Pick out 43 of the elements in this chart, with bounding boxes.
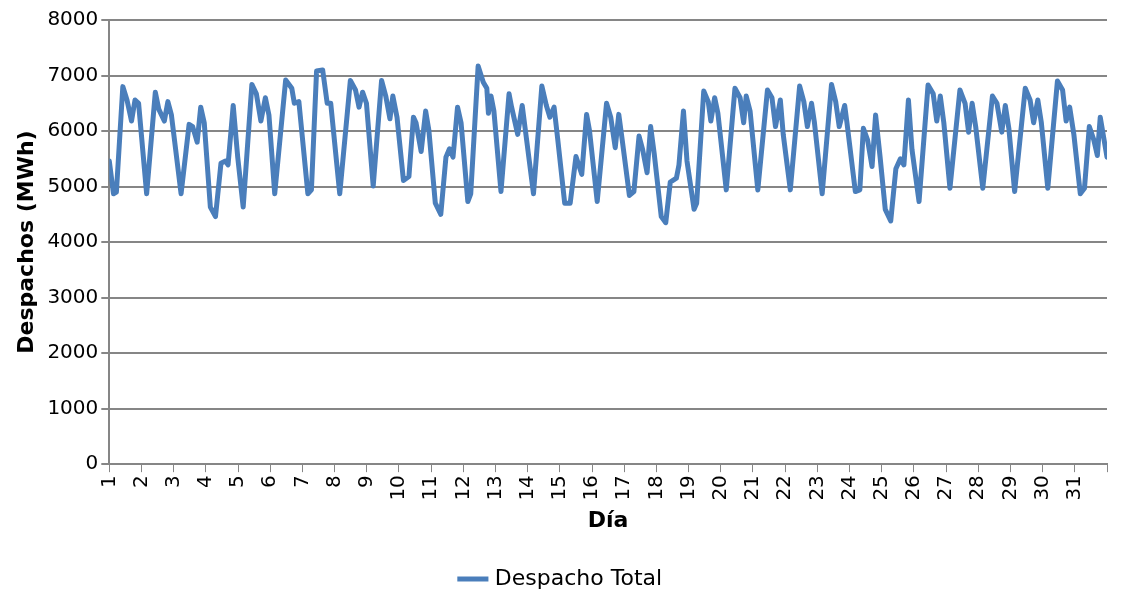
x-tick-label: 31 (1061, 475, 1086, 501)
x-tick-label: 21 (739, 475, 764, 501)
x-axis-title: Día (587, 506, 629, 532)
y-tick-label: 4000 (47, 228, 99, 253)
x-tick-label: 29 (996, 475, 1021, 501)
x-tick-label: 11 (417, 475, 442, 501)
x-tick-label: 14 (513, 475, 538, 501)
y-tick-label: 5000 (47, 172, 99, 197)
y-tick-label: 2000 (47, 339, 99, 364)
y-tick-label: 8000 (47, 6, 99, 31)
x-tick-label: 20 (707, 475, 731, 501)
y-tick-label: 1000 (47, 394, 99, 419)
y-tick-label: 6000 (47, 117, 99, 142)
x-tick-label: 3 (159, 475, 184, 488)
x-tick-label: 5 (224, 475, 249, 488)
legend-label: Despacho Total (494, 564, 663, 590)
x-tick-label: 24 (835, 475, 860, 501)
x-tick-label: 17 (610, 475, 635, 501)
x-tick-label: 27 (932, 475, 957, 501)
x-tick-label: 12 (449, 475, 474, 501)
x-tick-label: 23 (803, 475, 828, 501)
x-tick-label: 30 (1028, 475, 1053, 501)
y-tick-label: 3000 (47, 283, 99, 308)
x-tick-label: 8 (320, 475, 345, 488)
x-tick-label: 28 (964, 475, 989, 501)
x-tick-label: 19 (674, 475, 699, 501)
x-tick-label: 13 (481, 475, 506, 501)
x-tick-label: 4 (192, 475, 217, 488)
x-tick-label: 25 (867, 475, 892, 501)
x-tick-label: 1 (95, 475, 120, 488)
x-tick-label: 9 (352, 475, 377, 488)
x-tick-label: 15 (546, 475, 571, 501)
x-tick-label: 6 (256, 475, 281, 488)
x-tick-label: 16 (578, 475, 603, 501)
x-tick-label: 2 (127, 475, 152, 488)
x-tick-label: 22 (771, 475, 796, 501)
x-tick-label: 18 (642, 475, 667, 501)
x-tick-label: 10 (385, 475, 410, 501)
x-tick-label: 26 (900, 475, 925, 501)
y-tick-label: 7000 (47, 61, 99, 86)
x-tick-label: 7 (288, 475, 313, 488)
y-tick-label: 0 (85, 450, 99, 475)
y-axis-title: Despachos (MWh) (12, 130, 38, 354)
